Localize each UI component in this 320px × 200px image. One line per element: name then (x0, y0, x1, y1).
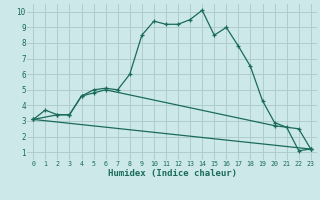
X-axis label: Humidex (Indice chaleur): Humidex (Indice chaleur) (108, 169, 236, 178)
